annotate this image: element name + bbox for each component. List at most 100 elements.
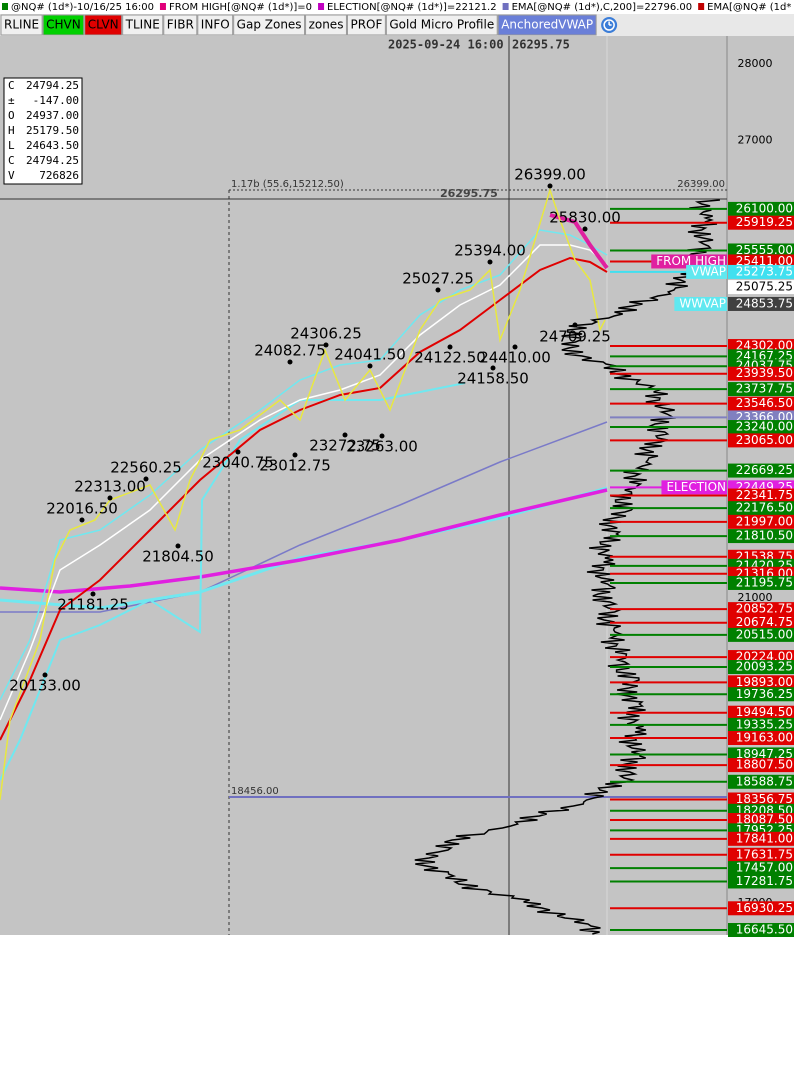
price-label: 20093.25 bbox=[736, 660, 793, 674]
button-bg bbox=[197, 14, 234, 36]
price-label: 24302.00 bbox=[736, 339, 793, 353]
ema-red bbox=[0, 256, 608, 741]
swing-label: 25830.00 bbox=[549, 209, 621, 227]
toolbar-button[interactable]: zones bbox=[305, 14, 347, 36]
axis-tick: 21000 bbox=[738, 591, 773, 604]
from-high bbox=[549, 213, 609, 270]
price-label: 18947.25 bbox=[736, 747, 793, 761]
price-label-bg bbox=[728, 280, 794, 295]
swing-dot bbox=[435, 287, 441, 293]
fib-label: 1.17b (55.6,15212.50) bbox=[231, 179, 344, 190]
price-label-bg bbox=[728, 774, 794, 789]
swing-label: 24122.50 bbox=[414, 349, 486, 367]
price-label-bg bbox=[728, 717, 794, 732]
price-label-bg bbox=[728, 747, 794, 762]
button-bg bbox=[163, 14, 198, 36]
ohlc-key: L bbox=[8, 139, 15, 152]
price-label-bg bbox=[728, 514, 794, 529]
button-bg bbox=[233, 14, 306, 36]
swing-label: 22016.50 bbox=[46, 500, 118, 518]
price-label-bg bbox=[728, 831, 794, 846]
ohlc-value: 24643.50 bbox=[26, 139, 79, 152]
axis-tick: 28000 bbox=[738, 57, 773, 70]
price-label-bg bbox=[728, 660, 794, 675]
swing-dot bbox=[323, 342, 329, 348]
tag-label: VWAP bbox=[691, 264, 726, 278]
button-label: AnchoredVWAP bbox=[501, 18, 593, 32]
toolbar-button[interactable]: Gap Zones bbox=[233, 14, 306, 36]
price-label: 19335.25 bbox=[736, 717, 793, 731]
price-label: 23939.50 bbox=[736, 366, 793, 380]
toolbar-button[interactable]: FIBR bbox=[163, 14, 198, 36]
anchored-vwap bbox=[0, 382, 466, 781]
price-label-bg bbox=[728, 243, 794, 258]
price-label: 23737.75 bbox=[736, 382, 793, 396]
swing-label: 26399.00 bbox=[514, 166, 586, 184]
swing-dot bbox=[292, 452, 298, 458]
tag-bg bbox=[661, 480, 727, 495]
price-label: 19893.00 bbox=[736, 675, 793, 689]
tag-label: WWVAP bbox=[679, 296, 726, 310]
toolbar-button[interactable]: AnchoredVWAP bbox=[497, 14, 597, 36]
price-label: 16930.25 bbox=[736, 901, 793, 915]
ohlc-key: H bbox=[8, 124, 15, 137]
swing-label: 24041.50 bbox=[334, 346, 406, 364]
ohlc-value: 24794.25 bbox=[26, 79, 79, 92]
price-label-bg bbox=[728, 847, 794, 862]
swing-dot bbox=[547, 183, 553, 189]
price-label: 23546.50 bbox=[736, 396, 793, 410]
button-label: Gap Zones bbox=[237, 18, 302, 32]
swing-dot bbox=[143, 476, 149, 482]
swing-label: 24410.00 bbox=[479, 349, 551, 367]
toolbar-button[interactable]: CLVN bbox=[84, 14, 123, 36]
tag-bg bbox=[674, 296, 727, 311]
toolbar-button[interactable]: RLINE bbox=[0, 14, 43, 36]
button-label: CHVN bbox=[46, 18, 81, 32]
toolbar-button[interactable]: CHVN bbox=[42, 14, 85, 36]
ohlc-key: V bbox=[8, 169, 15, 182]
ohlc-box bbox=[3, 77, 83, 185]
crosshair-time: 2025-09-24 16:00 bbox=[388, 38, 504, 52]
price-label: 17281.75 bbox=[736, 874, 793, 888]
button-bg bbox=[346, 14, 386, 36]
price-label: 25411.00 bbox=[736, 254, 793, 268]
swing-label: 21181.25 bbox=[57, 596, 129, 614]
button-bg bbox=[305, 14, 347, 36]
price-label: 25075.25 bbox=[736, 280, 793, 294]
button-label: INFO bbox=[201, 18, 230, 32]
price-label-bg bbox=[728, 792, 794, 807]
swing-dot bbox=[572, 322, 578, 328]
price-label: 20852.75 bbox=[736, 602, 793, 616]
ohlc-value: 24794.25 bbox=[26, 154, 79, 167]
plot-bg bbox=[0, 36, 727, 935]
swing-dot bbox=[490, 365, 496, 371]
swing-label: 24709.25 bbox=[539, 328, 611, 346]
level-label: 18456.00 bbox=[231, 786, 279, 797]
swing-dot bbox=[90, 591, 96, 597]
legend-item: EMA[@NQ# (1d* bbox=[707, 2, 791, 13]
swing-dot bbox=[235, 449, 241, 455]
toolbar-button[interactable]: INFO bbox=[197, 14, 234, 36]
price-label: 19163.00 bbox=[736, 730, 793, 744]
price-label-bg bbox=[728, 264, 794, 279]
swing-dot bbox=[42, 672, 48, 678]
price-label-bg bbox=[728, 923, 794, 938]
price-label-bg bbox=[728, 705, 794, 720]
legend-swatch bbox=[502, 3, 509, 10]
price-label: 16645.50 bbox=[736, 923, 793, 937]
swing-label: 24306.25 bbox=[290, 325, 362, 343]
toolbar-button[interactable]: Gold Micro Profile bbox=[385, 14, 498, 36]
ema-200 bbox=[0, 421, 608, 613]
price-label-bg bbox=[728, 615, 794, 630]
price-label: 21997.00 bbox=[736, 514, 793, 528]
ohlc-value: 726826 bbox=[39, 169, 79, 182]
toolbar-button[interactable]: PROF bbox=[346, 14, 386, 36]
clock-icon[interactable] bbox=[601, 17, 618, 33]
legend-item: EMA[@NQ# (1d*),C,200]=22796.00 bbox=[512, 2, 693, 13]
swing-dot bbox=[447, 344, 453, 350]
price-label-bg bbox=[728, 529, 794, 544]
toolbar-button[interactable]: TLINE bbox=[122, 14, 164, 36]
swing-label: 23040.75 bbox=[202, 454, 274, 472]
